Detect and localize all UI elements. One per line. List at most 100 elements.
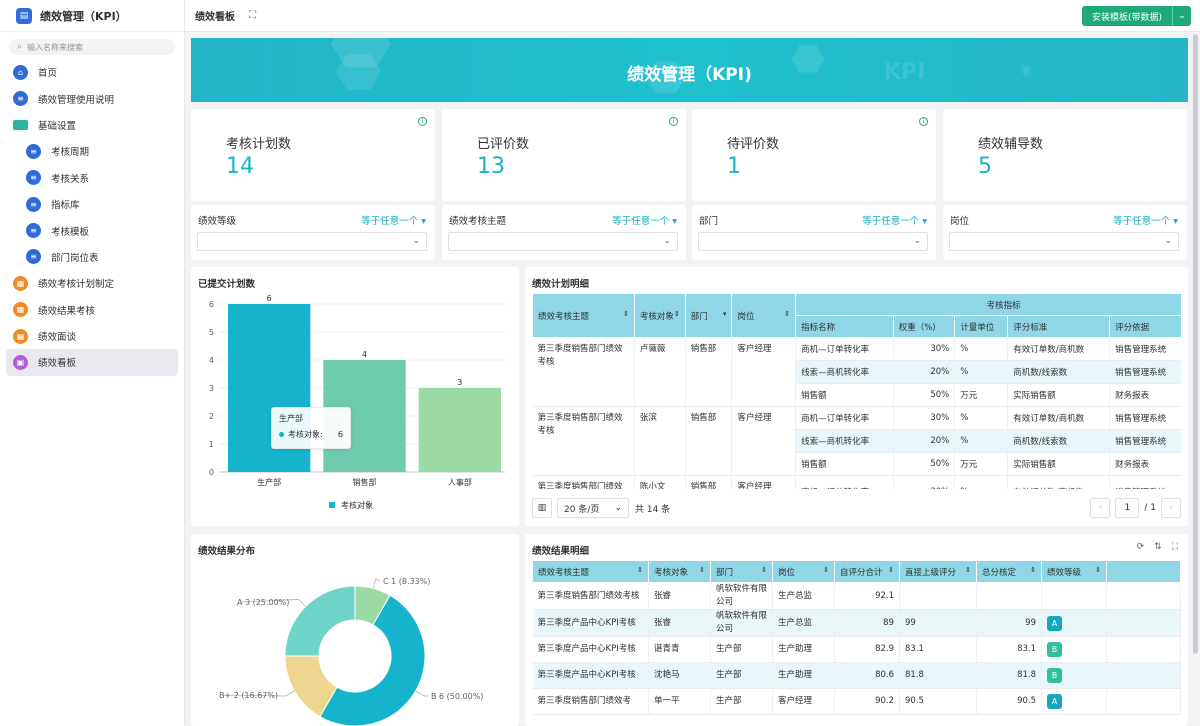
- table-row[interactable]: 第三季度销售部门绩效考核 张滨 销售部 客户经理 商机—订单转化率 30%% 有效订单数/商…: [532, 406, 1181, 476]
- col-header[interactable]: 计量单位: [954, 315, 1009, 338]
- sidebar-item-relation[interactable]: ≡ 考核关系: [0, 165, 184, 191]
- table-row[interactable]: 线索—商机转化率 20%% 商机数/线索数 销售管理系统: [533, 429, 1181, 453]
- sort-icon[interactable]: ⇕: [965, 565, 971, 574]
- sort-settings-icon[interactable]: ⇅: [1154, 542, 1162, 552]
- table-row[interactable]: 第三季度销售部门绩效考核 卢薇薇 销售部 客户经理 商机—订单转化率 30%% 有效订单数/…: [532, 337, 1181, 407]
- table-row[interactable]: 第三季度产品中心KPI考核 谌青青 生产部 生产助理 82.9 83.1 83.1 B: [532, 636, 1181, 663]
- page-size-select[interactable]: 20 条/页 ⌄: [557, 498, 629, 518]
- card-title: 已提交计划数: [198, 279, 256, 290]
- table-cell: %: [954, 406, 1009, 430]
- table-cell: 财务报表: [1109, 452, 1181, 476]
- col-header[interactable]: 指标名称: [795, 315, 894, 338]
- table-tools: ⟳ ⇅ ⛶: [1137, 542, 1178, 552]
- slice-label: B+ 2 (16.67%): [219, 691, 278, 700]
- sidebar-item-home[interactable]: ⌂ 首页: [0, 59, 184, 85]
- filter-select[interactable]: ⌄: [698, 232, 928, 251]
- col-header[interactable]: 评分依据: [1109, 315, 1181, 338]
- sidebar-item-dept-positions[interactable]: ≡ 部门岗位表: [0, 244, 184, 270]
- sort-icon[interactable]: ⇕: [673, 309, 680, 318]
- sort-icon[interactable]: ⇕: [784, 309, 791, 318]
- filter-icon[interactable]: ▾: [722, 309, 727, 318]
- sort-icon[interactable]: ⇕: [699, 565, 705, 574]
- filter-operator[interactable]: 等于任意一个 ▾: [361, 216, 426, 227]
- install-template-button[interactable]: 安装模板(带数据): [1081, 6, 1172, 26]
- stat-value: 1: [727, 154, 741, 179]
- col-header[interactable]: 绩效等级 ⇕: [1041, 560, 1107, 583]
- result-detail-card: 绩效结果明细 ⟳ ⇅ ⛶ 绩效考核主题 ⇕ 考核对象 ⇕ 部门 ⇕ 岗位 ⇕ 自评分合计…: [525, 534, 1188, 726]
- refresh-icon[interactable]: ⟳: [1136, 542, 1145, 552]
- sidebar-item-plan[interactable]: ▦ 绩效考核计划制定: [0, 270, 184, 296]
- table-row[interactable]: 第三季度产品中心KPI考核 张睿 帆软软件有限公司 生产总监 89 99 99 A: [532, 609, 1181, 637]
- col-header[interactable]: 总分核定 ⇕: [976, 560, 1042, 583]
- col-header[interactable]: 岗位 ⇕: [772, 560, 835, 583]
- col-header[interactable]: 直接上级评分 ⇕: [899, 560, 977, 583]
- app-logo[interactable]: ▤ 绩效管理（KPI）: [0, 0, 184, 32]
- sidebar-item-basic-settings[interactable]: 基础设置: [0, 112, 184, 138]
- col-header[interactable]: 岗位 ⇕: [731, 293, 797, 338]
- filter-select[interactable]: ⌄: [197, 232, 427, 251]
- info-icon[interactable]: i: [669, 117, 678, 126]
- sidebar-item-dashboard[interactable]: ▣ 绩效看板: [6, 349, 178, 376]
- col-header[interactable]: 部门 ⇕: [710, 560, 773, 583]
- prev-page-button[interactable]: ‹: [1090, 498, 1111, 518]
- table-cell: 第三季度产品中心KPI考核: [532, 609, 649, 637]
- sidebar-item-cycle[interactable]: ≡ 考核周期: [0, 138, 184, 164]
- sidebar-item-interview[interactable]: ▦ 绩效面谈: [0, 323, 184, 349]
- chevron-down-icon: ⌄: [412, 236, 420, 246]
- table-cell: 生产总监: [772, 582, 835, 610]
- y-tick-label: 4: [209, 356, 214, 365]
- table-cell: 第三季度销售部门绩效考核: [532, 406, 635, 476]
- sort-icon[interactable]: ⇕: [622, 309, 629, 318]
- filter-select[interactable]: ⌄: [448, 232, 678, 251]
- sort-icon[interactable]: ⇕: [637, 565, 643, 574]
- sidebar-item-label: 绩效结果考核: [38, 305, 96, 317]
- sidebar-item-guide[interactable]: ≡ 绩效管理使用说明: [0, 85, 184, 111]
- col-header[interactable]: 考核对象 ⇕: [648, 560, 711, 583]
- col-header[interactable]: 绩效考核主题 ⇕: [532, 293, 635, 338]
- sort-icon[interactable]: ⇕: [761, 565, 767, 574]
- table-row[interactable]: 第三季度销售部门绩效考核陈小文销售部客户经理商机—订单转化率30%%有效订单数/…: [532, 475, 1181, 489]
- table-row[interactable]: 第三季度销售部门绩效考核 张睿 帆软软件有限公司 生产总监 92.1: [532, 582, 1181, 610]
- fullscreen-icon[interactable]: ⛶: [249, 10, 256, 21]
- filter-operator[interactable]: 等于任意一个 ▾: [1113, 216, 1178, 227]
- col-header[interactable]: 评分标准: [1007, 315, 1111, 338]
- info-icon[interactable]: i: [919, 117, 928, 126]
- table-row[interactable]: 线索—商机转化率 20%% 商机数/线索数 销售管理系统: [533, 360, 1181, 384]
- col-header[interactable]: 绩效考核主题 ⇕: [532, 560, 649, 583]
- table-cell: 线索—商机转化率: [795, 360, 894, 384]
- sort-icon[interactable]: ⇕: [1030, 565, 1036, 574]
- col-header[interactable]: 部门 ▾: [684, 293, 733, 338]
- filter-theme: 绩效考核主题 等于任意一个 ▾ ⌄: [442, 205, 686, 260]
- col-header[interactable]: 自评分合计 ⇕: [834, 560, 900, 583]
- sidebar-item-template[interactable]: ≡ 考核模板: [0, 217, 184, 243]
- sort-icon[interactable]: ⇕: [1095, 565, 1101, 574]
- donut-slice: [284, 585, 356, 657]
- plan-table-body: 第三季度销售部门绩效考核 卢薇薇 销售部 客户经理 商机—订单转化率 30%% 有效订单数/…: [532, 337, 1181, 489]
- sort-icon[interactable]: ⇕: [823, 565, 829, 574]
- table-row[interactable]: 第三季度产品中心KPI考核 沈艳马 生产部 生产助理 80.6 81.8 81.8 B: [532, 662, 1181, 689]
- sidebar-item-result[interactable]: ▦ 绩效结果考核: [0, 297, 184, 323]
- filter-operator[interactable]: 等于任意一个 ▾: [612, 216, 677, 227]
- table-row[interactable]: 销售额 50% 万元 实际销售额 财务报表: [533, 452, 1181, 476]
- chevron-down-icon[interactable]: ⌄: [1172, 6, 1191, 26]
- search-input[interactable]: ⌕ 输入名称来搜索: [9, 39, 175, 55]
- sidebar-item-indicators[interactable]: ≡ 指标库: [0, 191, 184, 217]
- table-cell: 销售额: [795, 383, 894, 407]
- filter-select[interactable]: ⌄: [949, 232, 1179, 251]
- col-header[interactable]: 权重（%): [892, 315, 956, 338]
- info-icon[interactable]: i: [418, 117, 427, 126]
- table-row[interactable]: 第三季度销售部门绩效考 单一平 生产部 客户经理 90.2 90.5 90.5 A: [532, 688, 1181, 715]
- grade-badge: A: [1047, 615, 1062, 631]
- column-settings-icon[interactable]: ▥: [532, 498, 552, 518]
- fullscreen-icon[interactable]: ⛶: [1171, 542, 1178, 552]
- table-row[interactable]: 销售额 50% 万元 实际销售额 财务报表: [533, 383, 1181, 407]
- sort-icon[interactable]: ⇕: [888, 565, 894, 574]
- page-input[interactable]: 1: [1115, 498, 1140, 518]
- yen-watermark: ¥: [1021, 64, 1031, 80]
- table-cell: 90.5: [899, 688, 977, 715]
- filter-operator[interactable]: 等于任意一个 ▾: [862, 216, 927, 227]
- col-header[interactable]: 考核对象 ⇕: [633, 293, 686, 338]
- page-scrollbar[interactable]: [1193, 34, 1198, 654]
- next-page-button[interactable]: ›: [1161, 498, 1181, 518]
- table-cell: %: [954, 360, 1009, 384]
